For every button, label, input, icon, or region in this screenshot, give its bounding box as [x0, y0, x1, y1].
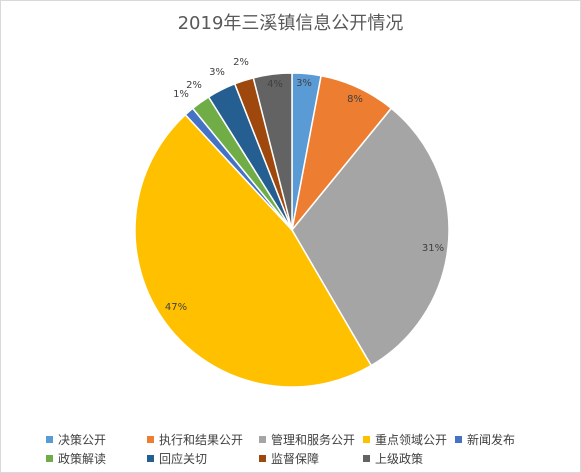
slice-data-label-6: 2% [186, 80, 202, 91]
legend-label: 执行和结果公开 [159, 433, 244, 447]
slice-data-label-3: 31% [422, 243, 444, 254]
legend-label: 决策公开 [58, 433, 107, 447]
legend-item-1: 决策公开 [46, 431, 106, 448]
chart-title: 2019年三溪镇信息公开情况 [177, 13, 404, 34]
legend-label: 管理和服务公开 [271, 433, 356, 447]
legend-item-3: 管理和服务公开 [259, 431, 355, 448]
legend-item-5: 新闻发布 [455, 431, 515, 448]
legend-swatch [46, 436, 53, 443]
slice-data-label-8: 2% [233, 57, 249, 68]
legend-swatch [259, 455, 266, 462]
legend-item-2: 执行和结果公开 [147, 431, 243, 448]
legend-item-8: 监督保障 [259, 450, 319, 467]
slice-data-label-9: 4% [267, 79, 283, 90]
legend-label: 上级政策 [375, 452, 424, 466]
legend-swatch [46, 455, 53, 462]
legend-item-9: 上级政策 [363, 450, 423, 467]
legend-label: 重点领域公开 [375, 433, 448, 447]
legend-swatch [259, 436, 266, 443]
legend-swatch [455, 436, 462, 443]
legend-swatch [147, 455, 154, 462]
legend-swatch [363, 436, 370, 443]
pie-slice-4 [134, 113, 373, 388]
pie-slice-3 [291, 107, 450, 367]
legend-swatch [147, 436, 154, 443]
slice-data-label-5: 1% [173, 89, 189, 100]
legend-item-6: 政策解读 [46, 450, 106, 467]
legend-item-7: 回应关切 [147, 450, 207, 467]
slice-data-label-2: 8% [347, 94, 363, 105]
legend-label: 新闻发布 [467, 433, 516, 447]
legend-swatch [363, 455, 370, 462]
legend-label: 回应关切 [159, 452, 208, 466]
pie-slice-9 [252, 72, 293, 231]
slice-data-label-7: 3% [209, 67, 225, 78]
legend-label: 政策解读 [58, 452, 107, 466]
legend-label: 监督保障 [271, 452, 320, 466]
slice-data-label-1: 3% [296, 78, 312, 89]
slice-data-label-4: 47% [165, 302, 187, 313]
legend-item-4: 重点领域公开 [363, 431, 447, 448]
